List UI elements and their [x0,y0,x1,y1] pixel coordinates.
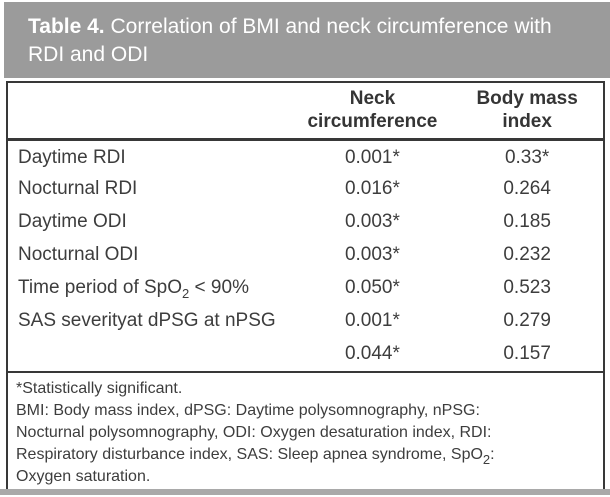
correlation-table: Neck circumference Body mass index Dayti… [8,83,603,371]
table-footnotes: *Statistically significant. BMI: Body ma… [8,370,603,490]
neck-value: 0.003* [344,211,400,232]
footnote-significance: *Statistically significant. [16,379,183,397]
row-label: Daytime RDI [18,147,126,169]
bmi-value: 0.185 [503,211,551,232]
footnote-abbreviations-line: BMI: Body mass index, dPSG: Daytime poly… [16,401,480,419]
row-label: Nocturnal ODI [18,244,139,265]
row-label: Nocturnal RDI [18,178,138,199]
table-body: Daytime RDI 0.001* 0.33* Nocturnal RDI 0… [8,140,603,371]
neck-value: 0.003* [344,244,400,265]
table-row: Nocturnal ODI 0.003* 0.232 [8,239,603,272]
table-row: Time period of SpO2 < 90% 0.050* 0.523 [8,272,603,305]
table-caption: Table 4. Correlation of BMI and neck cir… [4,2,610,78]
table-header: Neck circumference Body mass index [8,83,603,141]
page-divider-bar [0,489,610,495]
bmi-value: 0.232 [503,244,551,265]
row-label: SAS severityat dPSG at nPSG [18,310,276,331]
table-row: SAS severityat dPSG at nPSG 0.001* 0.279 [8,305,603,338]
neck-value: 0.016* [344,178,400,199]
col-header-empty [8,83,294,141]
table-row: Daytime RDI 0.001* 0.33* [8,140,603,173]
table-row: Nocturnal RDI 0.016* 0.264 [8,173,603,206]
table-frame: Neck circumference Body mass index Dayti… [6,81,605,492]
table-number: Table 4. [28,15,105,38]
footnote-abbreviations-line: Nocturnal polysomnography, ODI: Oxygen d… [16,423,492,441]
row-label [8,338,294,371]
footnote-abbreviations-line: Oxygen saturation. [16,467,151,485]
table-row: 0.044* 0.157 [8,338,603,371]
bmi-value: 0.33* [504,147,550,169]
neck-value: 0.001* [344,310,400,331]
table-row: Daytime ODI 0.003* 0.185 [8,206,603,239]
bmi-value: 0.279 [503,310,551,331]
col-header-neck-circumference: Neck circumference [293,83,452,141]
neck-value: 0.050* [344,277,400,298]
bmi-value: 0.264 [503,178,551,199]
neck-value: 0.044* [344,343,400,364]
row-label: Daytime ODI [18,211,127,232]
footnote-abbreviations-line: Respiratory disturbance index, SAS: Slee… [16,445,495,467]
neck-value: 0.001* [344,147,400,169]
bmi-value: 0.157 [503,343,551,364]
caption-text-line1: Correlation of BMI and neck circumferenc… [104,15,552,38]
col-header-body-mass-index: Body mass index [451,83,603,141]
header-row: Neck circumference Body mass index [8,83,603,141]
row-label: Time period of SpO2 < 90% [18,277,249,301]
bmi-value: 0.523 [503,277,551,298]
caption-text-line2: RDI and ODI [28,43,149,66]
